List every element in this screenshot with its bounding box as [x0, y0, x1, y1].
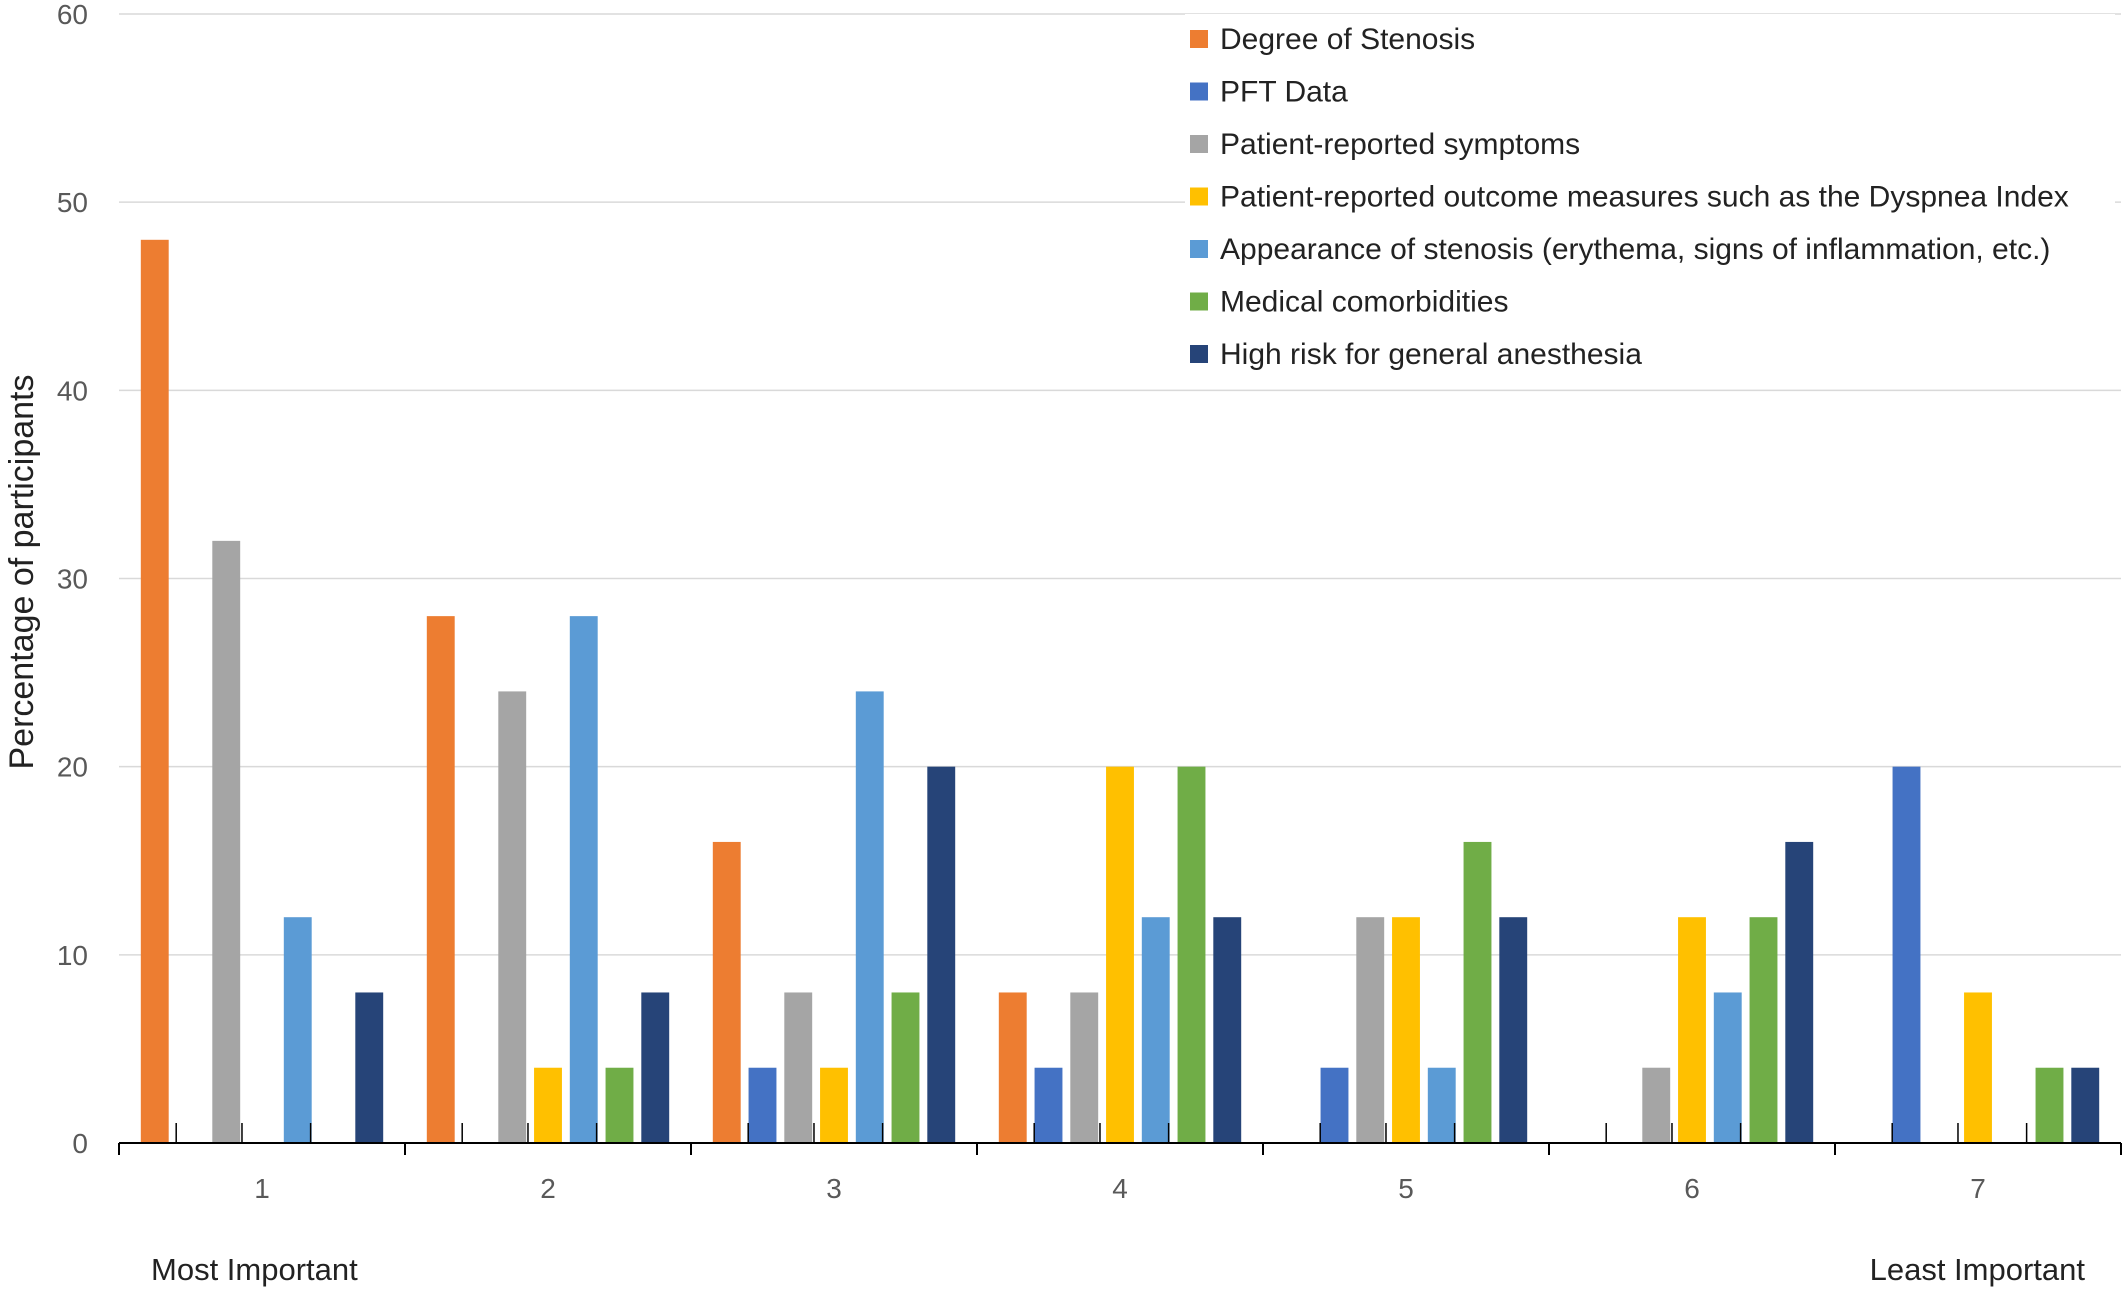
legend-item: Appearance of stenosis (erythema, signs …: [1190, 233, 2050, 266]
bar-high-risk-for-general-anesthesia-rank-2: [641, 992, 670, 1143]
bar-patient-reported-outcome-measures-such-as-the-dyspnea-index-rank-3: [820, 1067, 848, 1143]
legend-label: Patient-reported symptoms: [1220, 128, 1580, 161]
y-tick-label: 60: [57, 0, 88, 30]
bar-high-risk-for-general-anesthesia-rank-1: [355, 992, 384, 1143]
y-tick-label: 50: [57, 187, 88, 218]
x-tick-label: 4: [1112, 1173, 1128, 1204]
bar-patient-reported-outcome-measures-such-as-the-dyspnea-index-rank-6: [1678, 917, 1706, 1143]
x-tick-label: 1: [254, 1173, 270, 1204]
legend: Degree of Stenosis PFT Data Patient-report…: [1185, 14, 2115, 379]
bar-degree-of-stenosis-rank-2: [426, 616, 455, 1143]
legend-item: Patient-reported symptoms: [1190, 128, 1580, 161]
legend-label: Appearance of stenosis (erythema, signs …: [1220, 233, 2050, 266]
x-tick-label: 6: [1684, 1173, 1700, 1204]
y-tick-label: 0: [72, 1128, 88, 1159]
bar-high-risk-for-general-anesthesia-rank-7: [2071, 1067, 2100, 1143]
bar-patient-reported-outcome-measures-such-as-the-dyspnea-index-rank-7: [1964, 992, 1992, 1143]
bar-patient-reported-symptoms-rank-3: [784, 992, 813, 1143]
bar-appearance-of-stenosis-erythema-signs-of-inflammation-etc-rank-3: [855, 691, 884, 1143]
bar-pft-data-rank-7: [1892, 766, 1921, 1143]
bar-pft-data-rank-5: [1320, 1067, 1349, 1143]
y-tick-label: 40: [57, 375, 88, 406]
legend-label: Medical comorbidities: [1220, 286, 1508, 319]
bar-patient-reported-symptoms-rank-2: [498, 691, 527, 1143]
legend-label: Patient-reported outcome measures such a…: [1220, 181, 2069, 214]
bar-medical-comorbidities-rank-6: [1749, 917, 1778, 1143]
bar-appearance-of-stenosis-erythema-signs-of-inflammation-etc-rank-4: [1141, 917, 1170, 1143]
bar-high-risk-for-general-anesthesia-rank-6: [1785, 841, 1814, 1143]
bar-medical-comorbidities-rank-4: [1177, 766, 1206, 1143]
bar-appearance-of-stenosis-erythema-signs-of-inflammation-etc-rank-1: [283, 917, 312, 1143]
legend-item: Degree of Stenosis: [1190, 23, 1475, 56]
bar-degree-of-stenosis-rank-4: [998, 992, 1027, 1143]
y-axis-tick-labels: 0 10 20 30 40 50 60: [57, 0, 88, 1159]
x-tick-label: 5: [1398, 1173, 1414, 1204]
bar-patient-reported-outcome-measures-such-as-the-dyspnea-index-rank-5: [1392, 917, 1420, 1143]
bar-pft-data-rank-4: [1034, 1067, 1063, 1143]
bar-degree-of-stenosis-rank-3: [712, 841, 741, 1143]
least-important-label: Least Important: [1870, 1252, 2086, 1287]
legend-label: PFT Data: [1220, 76, 1348, 109]
bar-patient-reported-symptoms-rank-6: [1642, 1067, 1671, 1143]
legend-swatch: [1190, 187, 1208, 206]
legend-item: High risk for general anesthesia: [1190, 338, 1642, 371]
legend-swatch: [1190, 82, 1208, 101]
bar-degree-of-stenosis-rank-1: [140, 239, 169, 1144]
bar-patient-reported-outcome-measures-such-as-the-dyspnea-index-rank-2: [534, 1067, 562, 1143]
bar-medical-comorbidities-rank-7: [2035, 1067, 2064, 1143]
x-tick-label: 7: [1970, 1173, 1986, 1204]
legend-swatch: [1190, 135, 1208, 153]
legend-swatch: [1190, 240, 1208, 258]
y-tick-label: 20: [57, 752, 88, 783]
bar-medical-comorbidities-rank-5: [1463, 841, 1492, 1143]
legend-swatch: [1190, 292, 1208, 311]
bar-appearance-of-stenosis-erythema-signs-of-inflammation-etc-rank-6: [1713, 992, 1742, 1143]
bar-high-risk-for-general-anesthesia-rank-5: [1499, 917, 1528, 1143]
bar-patient-reported-outcome-measures-such-as-the-dyspnea-index-rank-4: [1106, 766, 1134, 1143]
legend-item: Patient-reported outcome measures such a…: [1190, 181, 2069, 214]
legend-label: Degree of Stenosis: [1220, 23, 1475, 56]
bar-medical-comorbidities-rank-3: [891, 992, 920, 1143]
legend-item: Medical comorbidities: [1190, 286, 1508, 319]
bars: [140, 239, 2100, 1144]
bar-medical-comorbidities-rank-2: [605, 1067, 634, 1143]
bar-patient-reported-symptoms-rank-1: [212, 540, 241, 1143]
legend-item: PFT Data: [1190, 76, 1348, 109]
bar-pft-data-rank-3: [748, 1067, 777, 1143]
bar-appearance-of-stenosis-erythema-signs-of-inflammation-etc-rank-2: [569, 616, 598, 1143]
legend-swatch: [1190, 30, 1208, 48]
x-axis: 1 2 3 4 5 6 7: [118, 1123, 2122, 1204]
legend-background: [1185, 14, 2115, 379]
y-axis-title: Percentage of participants: [3, 374, 41, 769]
y-tick-label: 10: [57, 940, 88, 971]
bar-high-risk-for-general-anesthesia-rank-3: [927, 766, 956, 1143]
bar-appearance-of-stenosis-erythema-signs-of-inflammation-etc-rank-5: [1427, 1067, 1456, 1143]
legend-swatch: [1190, 345, 1208, 363]
legend-label: High risk for general anesthesia: [1220, 338, 1642, 371]
bar-patient-reported-symptoms-rank-4: [1070, 992, 1099, 1143]
bar-high-risk-for-general-anesthesia-rank-4: [1213, 917, 1242, 1143]
x-tick-label: 3: [826, 1173, 842, 1204]
most-important-label: Most Important: [151, 1252, 358, 1287]
y-tick-label: 30: [57, 564, 88, 595]
bar-patient-reported-symptoms-rank-5: [1356, 917, 1385, 1143]
x-tick-label: 2: [540, 1173, 556, 1204]
